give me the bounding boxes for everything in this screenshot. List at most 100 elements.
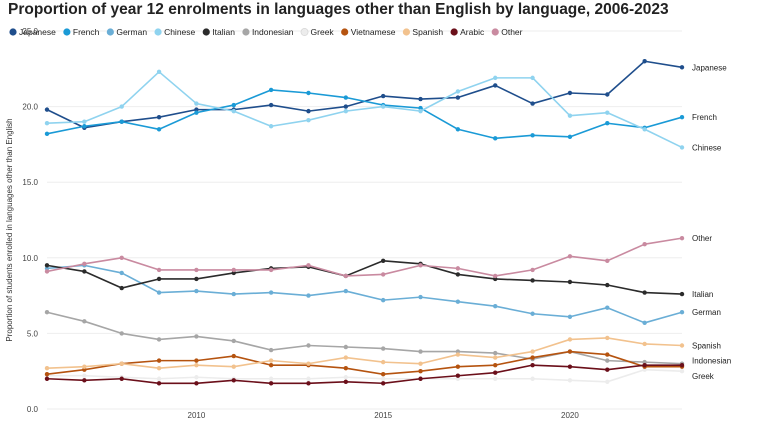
data-point xyxy=(156,290,162,295)
legend-label: Spanish xyxy=(412,27,443,37)
chart-title: Proportion of year 12 enrolments in lang… xyxy=(8,1,669,18)
y-tick-label: 0.0 xyxy=(27,405,39,414)
data-point xyxy=(119,376,124,381)
series-line xyxy=(46,311,683,365)
data-point xyxy=(530,362,535,368)
data-point xyxy=(231,102,236,108)
data-point xyxy=(268,362,274,368)
data-point xyxy=(343,365,349,371)
data-point xyxy=(642,341,647,347)
data-point xyxy=(268,347,274,353)
data-point xyxy=(194,276,199,282)
data-point xyxy=(380,376,386,381)
data-point xyxy=(605,110,610,115)
data-point xyxy=(231,338,236,344)
data-point xyxy=(679,65,685,70)
series-end-label: German xyxy=(692,308,721,317)
data-point xyxy=(679,343,685,348)
data-point xyxy=(679,114,685,120)
data-point xyxy=(679,145,685,150)
data-point xyxy=(493,370,498,375)
data-point xyxy=(605,379,610,384)
data-point xyxy=(380,381,386,386)
data-point xyxy=(156,365,162,371)
data-point xyxy=(194,107,199,112)
data-point xyxy=(194,381,199,386)
data-point xyxy=(493,362,498,368)
data-point xyxy=(156,114,162,120)
data-point xyxy=(567,113,573,118)
legend-marker xyxy=(63,28,71,36)
data-point xyxy=(231,378,236,383)
data-point xyxy=(455,364,461,369)
data-point xyxy=(119,361,124,366)
data-point xyxy=(567,349,573,354)
data-point xyxy=(44,365,50,371)
series-line xyxy=(46,264,683,324)
data-point xyxy=(530,376,535,381)
legend-marker xyxy=(300,28,309,36)
data-point xyxy=(567,134,573,140)
data-point xyxy=(343,273,349,279)
series-line xyxy=(46,60,683,129)
data-point xyxy=(493,376,498,381)
legend-marker xyxy=(202,28,210,36)
data-point xyxy=(567,254,573,259)
data-point xyxy=(642,241,647,247)
data-point xyxy=(679,291,685,297)
data-point xyxy=(268,267,274,273)
legend-label: Indonesian xyxy=(252,27,294,37)
data-point xyxy=(455,127,461,132)
data-point xyxy=(194,110,199,115)
data-point xyxy=(194,358,199,363)
series-line xyxy=(46,337,683,369)
data-point xyxy=(679,235,685,241)
data-point xyxy=(82,319,87,324)
legend-label: Chinese xyxy=(164,27,195,37)
data-point xyxy=(231,291,236,297)
data-point xyxy=(119,331,124,336)
data-point xyxy=(679,362,685,368)
data-point xyxy=(306,361,311,366)
data-point xyxy=(642,367,647,372)
data-point xyxy=(268,376,274,381)
data-point xyxy=(268,381,274,386)
data-point xyxy=(418,376,423,381)
data-point xyxy=(268,358,274,363)
data-point xyxy=(82,373,87,378)
data-point xyxy=(642,359,647,365)
data-point xyxy=(605,367,610,372)
series-line xyxy=(47,368,683,383)
data-point xyxy=(455,95,461,100)
series-line xyxy=(46,71,683,149)
data-point xyxy=(119,255,124,260)
data-point xyxy=(530,267,535,273)
data-point xyxy=(418,96,423,102)
data-point xyxy=(194,362,199,368)
data-point xyxy=(530,133,535,138)
legend-marker xyxy=(341,28,349,36)
data-point xyxy=(82,119,87,124)
data-point xyxy=(156,127,162,132)
data-point xyxy=(380,258,386,264)
data-point xyxy=(642,127,647,132)
data-point xyxy=(343,288,349,294)
data-point xyxy=(380,272,386,277)
series-end-label: Spanish xyxy=(692,341,721,350)
data-point xyxy=(343,104,349,109)
data-point xyxy=(567,364,573,369)
series-end-label: Indonesian xyxy=(692,357,731,366)
data-point xyxy=(231,270,236,276)
data-point xyxy=(343,108,349,114)
data-point xyxy=(82,261,87,267)
y-tick-label: 15.0 xyxy=(22,178,38,187)
series-line xyxy=(46,364,682,385)
data-point xyxy=(418,108,423,114)
data-point xyxy=(605,92,610,97)
legend-marker xyxy=(154,28,162,36)
data-point xyxy=(493,136,498,141)
data-point xyxy=(306,293,311,298)
data-point xyxy=(380,372,386,377)
legend-marker xyxy=(491,28,499,36)
